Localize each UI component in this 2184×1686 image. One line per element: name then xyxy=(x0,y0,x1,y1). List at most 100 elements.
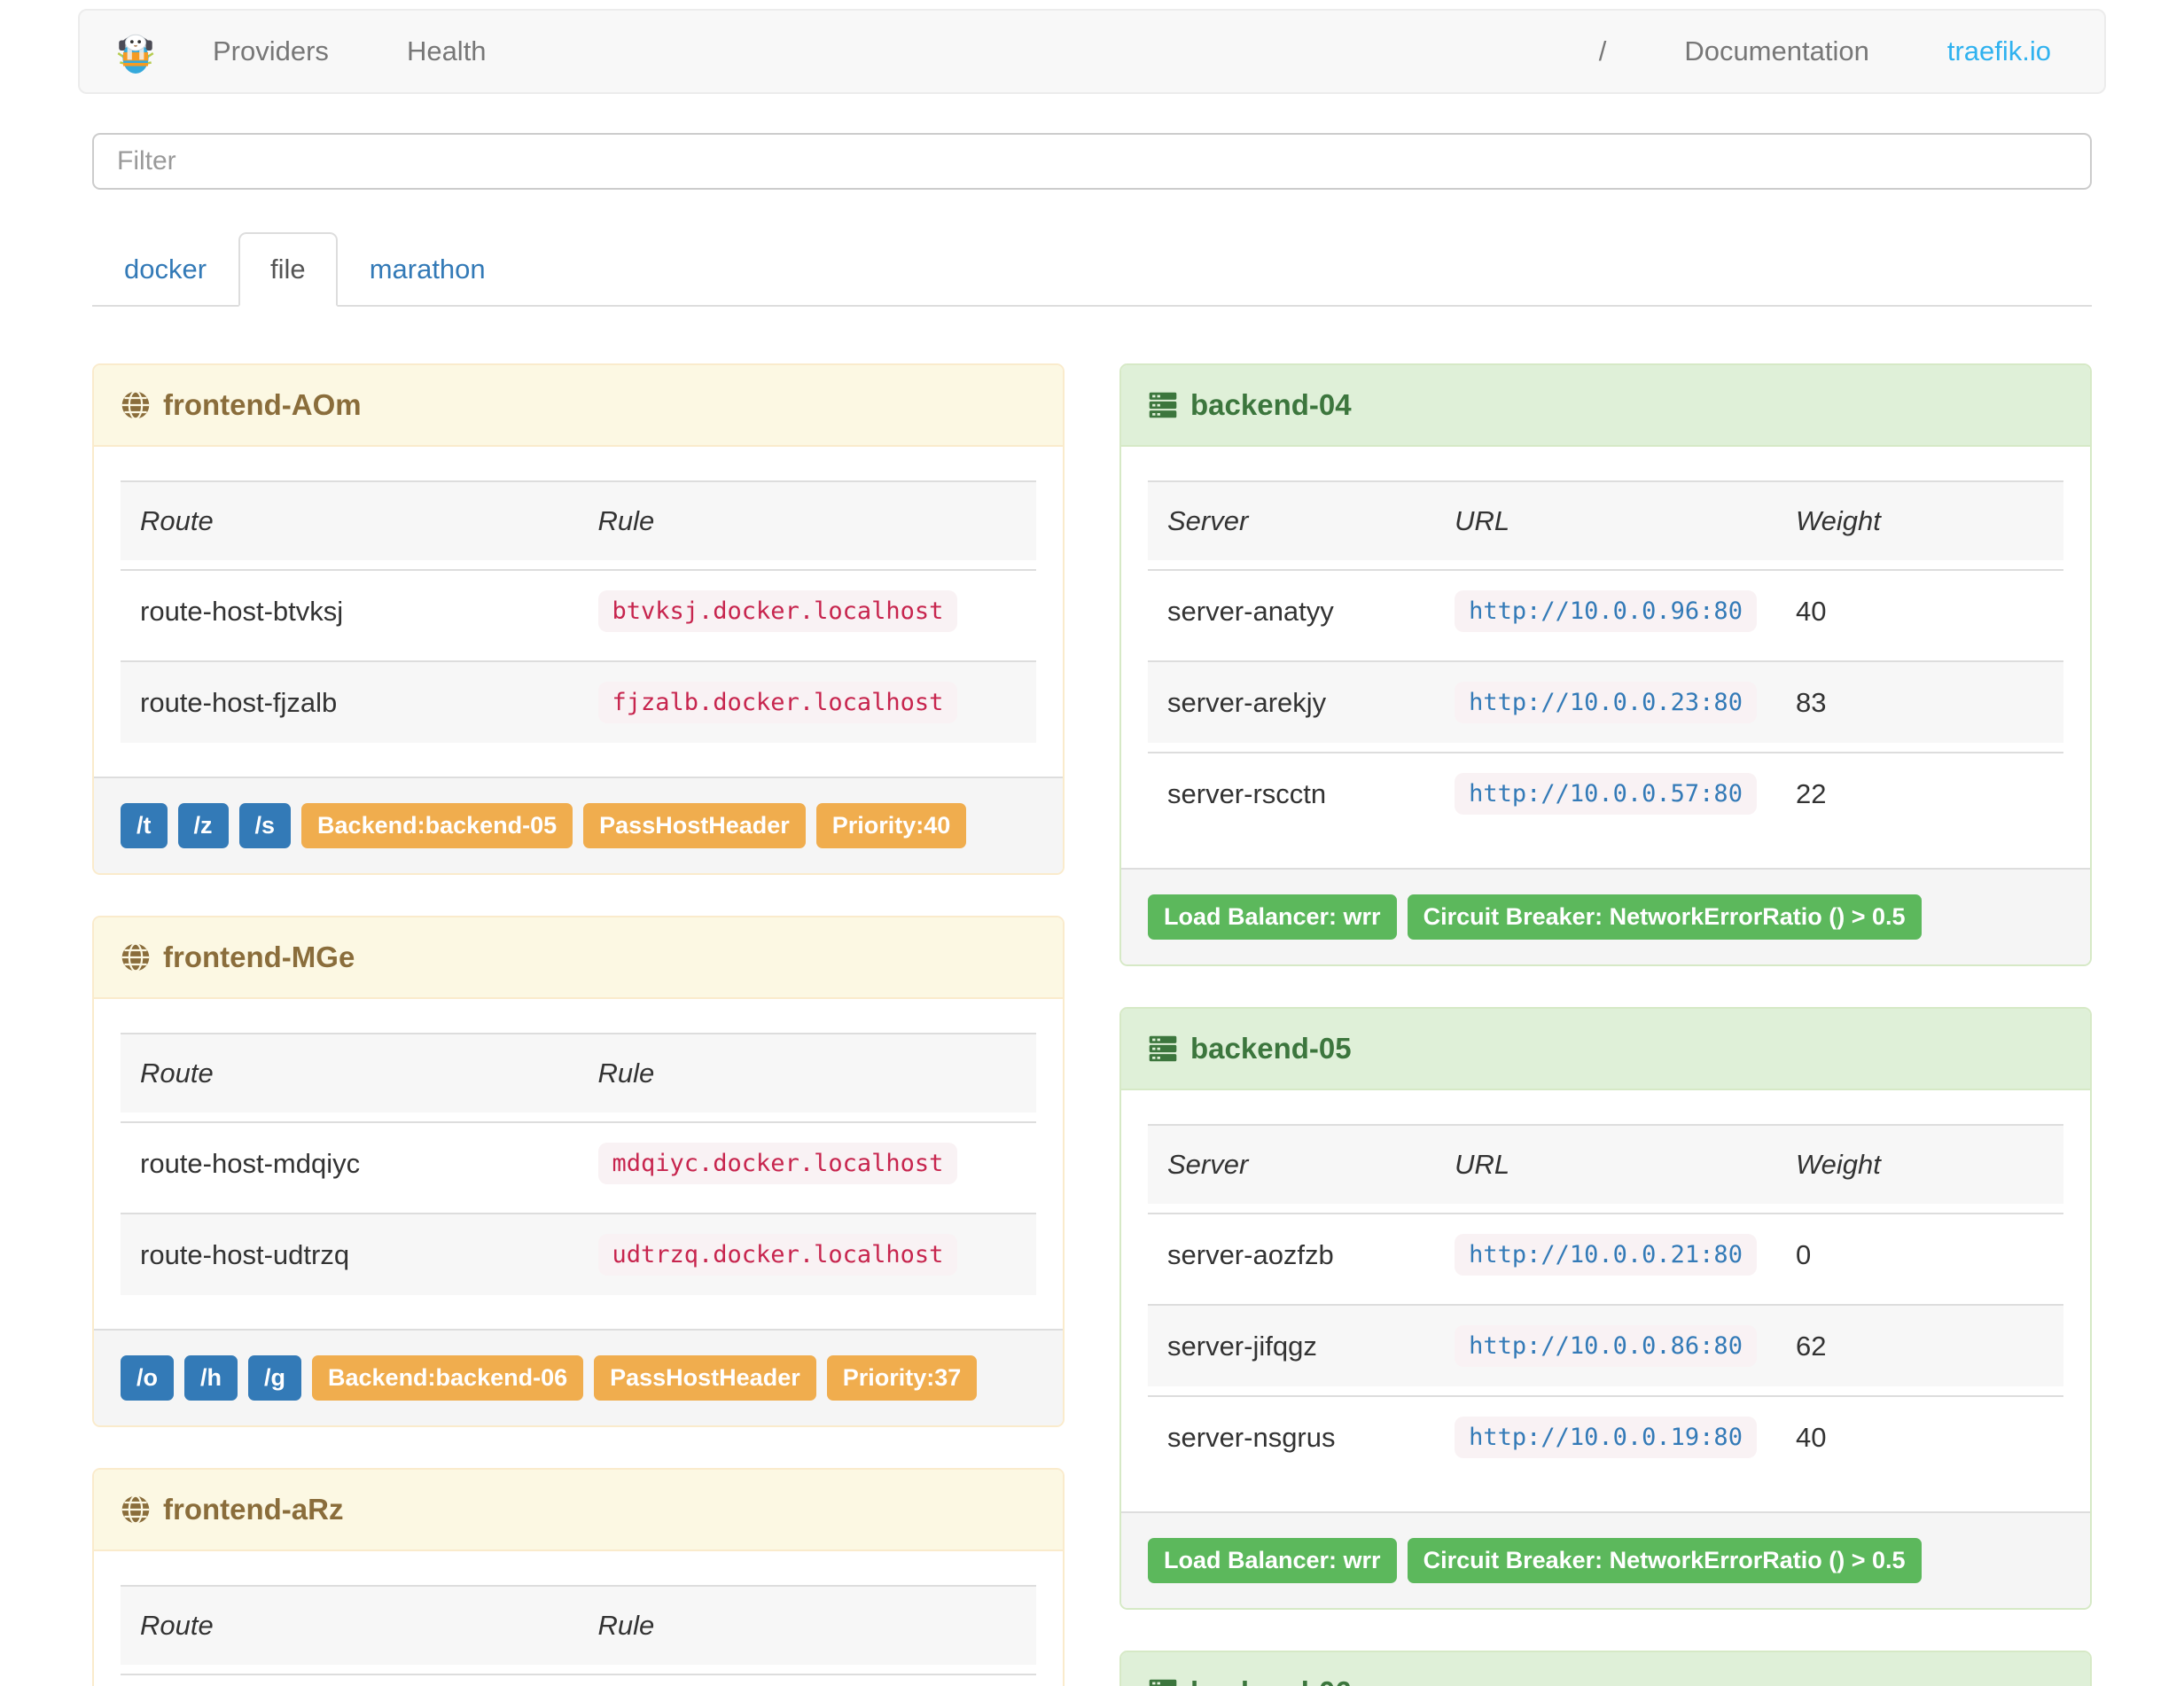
panel-title: backend-06 xyxy=(1190,1675,1352,1686)
route-name: route-host-udtrzq xyxy=(121,1213,579,1295)
nav-link-health[interactable]: Health xyxy=(406,35,487,66)
table-row: route-host-lntxye lntxye.docker.localhos… xyxy=(121,1674,1036,1686)
backend-ref-badge: Backend:backend-05 xyxy=(301,803,573,848)
backend-panel-footer: Load Balancer: wrr Circuit Breaker: Netw… xyxy=(1121,868,2090,964)
servers-table: Server URL Weight server-anatyy http://1… xyxy=(1148,472,2063,843)
circuit-breaker-badge: Circuit Breaker: NetworkErrorRatio () > … xyxy=(1407,1538,1922,1583)
frontend-panel-footer: /o /h /g Backend:backend-06 PassHostHead… xyxy=(94,1329,1063,1425)
column-header-server: Server xyxy=(1148,1124,1436,1204)
table-row: route-host-fjzalb fjzalb.docker.localhos… xyxy=(121,660,1036,743)
server-url-link[interactable]: http://10.0.0.86:80 xyxy=(1455,1325,1757,1367)
routes-table: Route Rule route-host-lntxye lntxye.dock… xyxy=(121,1576,1036,1686)
rule-code: mdqiyc.docker.localhost xyxy=(597,1143,958,1184)
panel-title: backend-04 xyxy=(1190,388,1352,421)
server-url-link[interactable]: http://10.0.0.57:80 xyxy=(1455,773,1757,815)
server-url-link[interactable]: http://10.0.0.19:80 xyxy=(1455,1417,1757,1458)
panel-title: frontend-aRz xyxy=(163,1493,344,1526)
panel-title: frontend-MGe xyxy=(163,941,355,973)
frontend-panel: frontend-aRz Route Rule route-host-lntx xyxy=(92,1468,1065,1686)
tab-file[interactable]: file xyxy=(238,232,338,307)
frontend-panel-header: frontend-aRz xyxy=(94,1470,1063,1551)
server-url-link[interactable]: http://10.0.0.21:80 xyxy=(1455,1234,1757,1276)
entrypoint-badge: /z xyxy=(177,803,229,848)
globe-icon xyxy=(121,1495,151,1525)
entrypoint-badge: /g xyxy=(248,1355,301,1401)
passhostheader-badge: PassHostHeader xyxy=(583,803,806,848)
tab-docker[interactable]: docker xyxy=(124,254,207,285)
server-weight: 62 xyxy=(1775,1304,2063,1386)
nav-link-traefik-io[interactable]: traefik.io xyxy=(1946,35,2051,66)
table-row: route-host-mdqiyc mdqiyc.docker.localhos… xyxy=(121,1121,1036,1204)
server-name: server-jifqgz xyxy=(1148,1304,1436,1386)
traefik-logo[interactable] xyxy=(115,28,156,74)
servers-table: Server URL Weight server-aozfzb http://1… xyxy=(1148,1115,2063,1487)
nav-link-documentation[interactable]: Documentation xyxy=(1684,35,1869,66)
backend-panel: backend-06 Server URL Weight xyxy=(1119,1651,2092,1686)
column-header-rule: Rule xyxy=(578,480,1036,560)
column-header-route: Route xyxy=(121,480,579,560)
circuit-breaker-badge: Circuit Breaker: NetworkErrorRatio () > … xyxy=(1407,894,1922,940)
column-header-rule: Rule xyxy=(578,1033,1036,1112)
priority-badge: Priority:37 xyxy=(826,1355,978,1401)
server-stack-icon xyxy=(1148,1677,1178,1686)
server-name: server-nsgrus xyxy=(1148,1395,1436,1478)
frontend-panel-footer: /t /z /s Backend:backend-05 PassHostHead… xyxy=(94,777,1063,873)
server-url-link[interactable]: http://10.0.0.23:80 xyxy=(1455,682,1757,723)
route-name: route-host-fjzalb xyxy=(121,660,579,743)
navbar: Providers Health / Documentation traefik… xyxy=(78,9,2106,94)
table-row: server-nsgrus http://10.0.0.19:80 40 xyxy=(1148,1395,2063,1478)
server-name: server-arekjy xyxy=(1148,660,1436,743)
server-weight: 22 xyxy=(1775,752,2063,834)
table-row: server-jifqgz http://10.0.0.86:80 62 xyxy=(1148,1304,2063,1386)
server-stack-icon xyxy=(1148,390,1178,420)
column-header-server: Server xyxy=(1148,480,1436,560)
rule-code: btvksj.docker.localhost xyxy=(597,590,958,632)
frontends-column: frontend-AOm Route Rule route-host-btvk xyxy=(92,363,1065,1686)
route-name: route-host-btvksj xyxy=(121,569,579,652)
panel-title: frontend-AOm xyxy=(163,388,362,421)
routes-table: Route Rule route-host-mdqiyc mdqiyc.dock… xyxy=(121,1024,1036,1304)
entrypoint-badge: /h xyxy=(184,1355,238,1401)
passhostheader-badge: PassHostHeader xyxy=(594,1355,816,1401)
frontend-panel: frontend-MGe Route Rule route-host-mdqi xyxy=(92,916,1065,1427)
server-name: server-anatyy xyxy=(1148,569,1436,652)
server-weight: 40 xyxy=(1775,569,2063,652)
provider-tabs: docker file marathon xyxy=(92,232,2092,307)
backends-column: backend-04 Server URL Weight xyxy=(1119,363,2092,1686)
server-name: server-rscctn xyxy=(1148,752,1436,834)
route-name: route-host-mdqiyc xyxy=(121,1121,579,1204)
panel-title: backend-05 xyxy=(1190,1032,1352,1065)
column-header-weight: Weight xyxy=(1775,1124,2063,1204)
server-weight: 40 xyxy=(1775,1395,2063,1478)
server-name: server-aozfzb xyxy=(1148,1213,1436,1295)
entrypoint-badge: /t xyxy=(121,803,168,848)
frontend-panel: frontend-AOm Route Rule route-host-btvk xyxy=(92,363,1065,875)
server-url-link[interactable]: http://10.0.0.96:80 xyxy=(1455,590,1757,632)
priority-badge: Priority:40 xyxy=(815,803,967,848)
filter-input[interactable] xyxy=(92,133,2092,190)
entrypoint-badge: /s xyxy=(238,803,292,848)
backend-panel: backend-04 Server URL Weight xyxy=(1119,363,2092,966)
routes-table: Route Rule route-host-btvksj btvksj.dock… xyxy=(121,472,1036,752)
table-row: route-host-udtrzq udtrzq.docker.localhos… xyxy=(121,1213,1036,1295)
table-row: server-rscctn http://10.0.0.57:80 22 xyxy=(1148,752,2063,834)
tab-marathon[interactable]: marathon xyxy=(369,254,486,285)
globe-icon xyxy=(121,942,151,972)
column-header-url: URL xyxy=(1435,480,1776,560)
server-weight: 0 xyxy=(1775,1213,2063,1295)
backend-panel-header: backend-06 xyxy=(1121,1652,2090,1686)
table-row: route-host-btvksj btvksj.docker.localhos… xyxy=(121,569,1036,652)
backend-panel-header: backend-05 xyxy=(1121,1009,2090,1090)
nav-link-providers[interactable]: Providers xyxy=(213,35,329,66)
backend-panel: backend-05 Server URL Weight xyxy=(1119,1007,2092,1610)
server-stack-icon xyxy=(1148,1034,1178,1064)
load-balancer-badge: Load Balancer: wrr xyxy=(1148,1538,1397,1583)
column-header-route: Route xyxy=(121,1585,579,1665)
backend-panel-footer: Load Balancer: wrr Circuit Breaker: Netw… xyxy=(1121,1511,2090,1608)
column-header-route: Route xyxy=(121,1033,579,1112)
column-header-url: URL xyxy=(1435,1124,1776,1204)
table-row: server-arekjy http://10.0.0.23:80 83 xyxy=(1148,660,2063,743)
entrypoint-badge: /o xyxy=(121,1355,174,1401)
backend-panel-header: backend-04 xyxy=(1121,365,2090,447)
rule-code: udtrzq.docker.localhost xyxy=(597,1234,958,1276)
